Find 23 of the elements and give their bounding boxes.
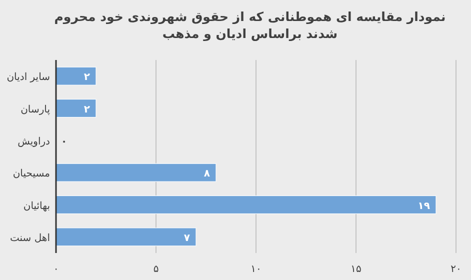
data-label: ۲ (84, 72, 90, 84)
x-tick-label: ۲۰ (450, 264, 462, 275)
bar (56, 228, 196, 246)
chart-title: نمودار مقایسه ای هموطنانی که از حقوق شهروندی خود محروم شدند براساس ادیان و مذهب (53, 8, 447, 42)
data-label: ۱۹ (418, 200, 430, 212)
y-tick-label: پارسان (20, 104, 50, 116)
bar (56, 66, 96, 86)
bar (56, 163, 216, 182)
data-label: ۲ (84, 104, 90, 116)
data-label: ۷ (184, 232, 190, 244)
data-label: ۰ (61, 136, 68, 148)
y-tick-label: دراویش (18, 136, 50, 148)
bar (56, 98, 96, 118)
bar (56, 195, 436, 214)
y-tick-label: بهائیان (23, 200, 50, 212)
x-tick-label: ۵ (153, 264, 159, 275)
y-tick-label: سایر ادیان (6, 72, 50, 84)
x-tick-label: ۱۰ (250, 264, 262, 275)
x-tick-label: ۰ (53, 264, 59, 275)
y-tick-label: مسیحیان (12, 168, 50, 180)
data-label: ۸ (204, 168, 210, 180)
y-tick-label: اهل سنت (10, 232, 50, 244)
x-tick-label: ۱۵ (350, 264, 362, 275)
